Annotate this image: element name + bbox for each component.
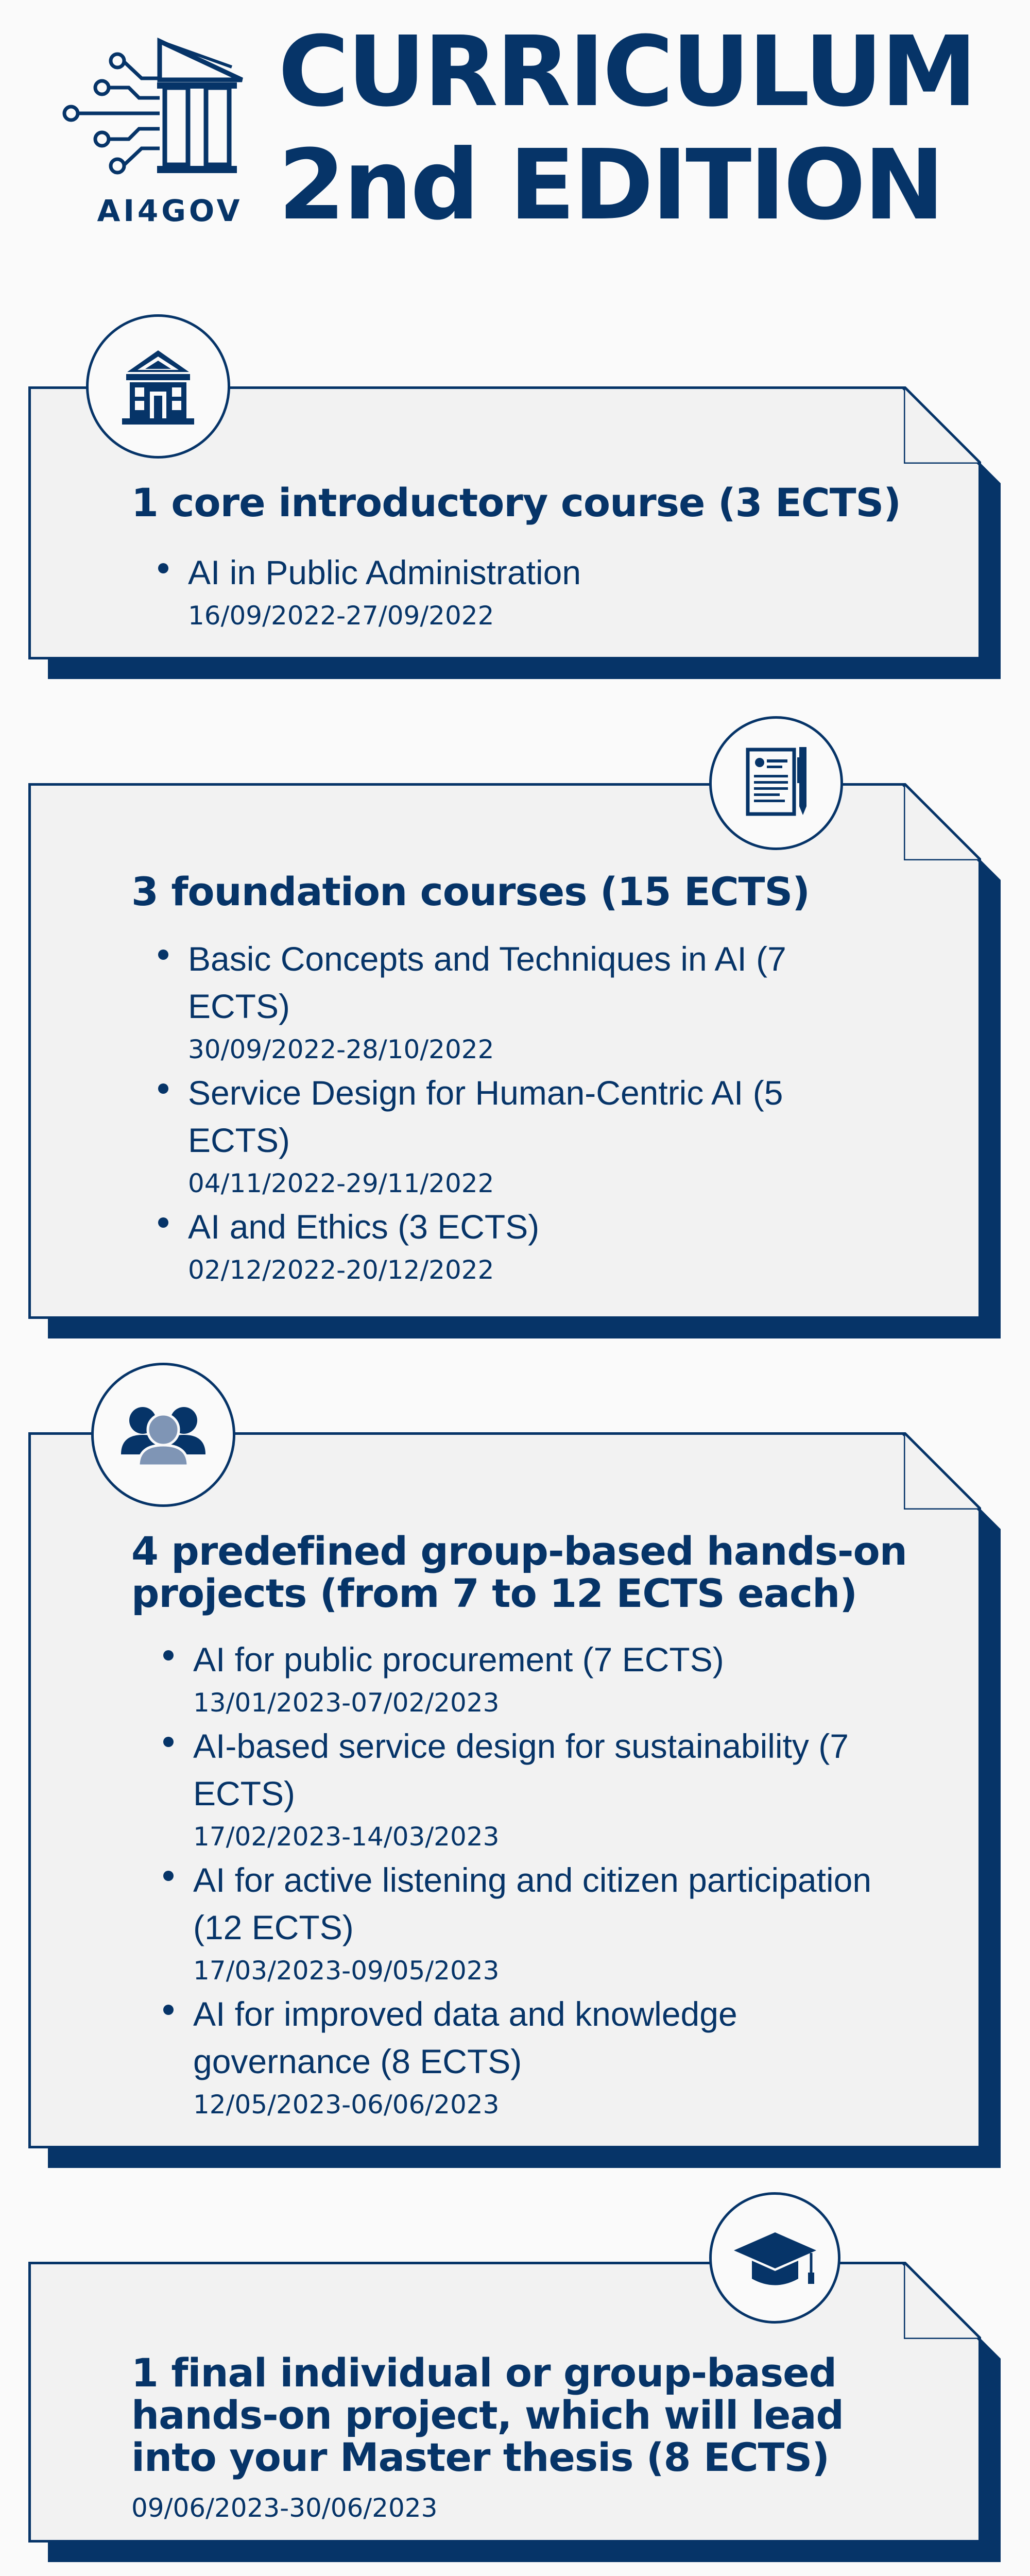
list-item: AI for improved data and knowledge gover…	[136, 1990, 909, 2124]
project-dates: 12/05/2023-06/06/2023	[193, 2090, 500, 2120]
title-line-1: CURRICULUM	[278, 15, 977, 128]
project-title: AI for improved data and knowledge gover…	[193, 1995, 737, 2080]
course-title: Basic Concepts and Techniques in AI (7 E…	[188, 940, 786, 1025]
course-dates: 04/11/2022-29/11/2022	[188, 1168, 494, 1198]
section-heading: 1 core introductory course (3 ECTS)	[131, 480, 901, 526]
list-item: AI in Public Administration 16/09/2022-2…	[131, 549, 930, 635]
project-dates: 13/01/2023-07/02/2023	[193, 1688, 500, 1718]
logo-text: AI4GOV	[97, 193, 243, 228]
ai4gov-logo: AI4GOV	[52, 31, 258, 237]
course-list: AI in Public Administration 16/09/2022-2…	[131, 549, 930, 635]
course-dates: 30/09/2022-28/10/2022	[188, 1035, 494, 1064]
header: AI4GOV CURRICULUM 2nd EDITION	[0, 0, 1030, 242]
list-item: AI and Ethics (3 ECTS) 02/12/2022-20/12/…	[131, 1203, 878, 1290]
section-heading: 4 predefined group-based hands-on projec…	[131, 1528, 907, 1616]
group-people-icon	[91, 1363, 235, 1507]
project-list: AI for public procurement (7 ECTS) 13/01…	[136, 1636, 909, 2124]
list-item: AI for active listening and citizen part…	[136, 1856, 909, 1990]
project-title: AI for public procurement (7 ECTS)	[193, 1640, 724, 1679]
project-dates: 17/02/2023-14/03/2023	[193, 1822, 500, 1852]
section-heading: 1 final individual or group-based hands-…	[131, 2350, 844, 2480]
section-foundation-courses: 3 foundation courses (15 ECTS) Basic Con…	[28, 783, 981, 1319]
course-title: AI and Ethics (3 ECTS)	[188, 1208, 540, 1246]
course-list: Basic Concepts and Techniques in AI (7 E…	[131, 935, 878, 1290]
list-item: Basic Concepts and Techniques in AI (7 E…	[131, 935, 878, 1069]
final-project-dates: 09/06/2023-30/06/2023	[131, 2493, 438, 2523]
section-heading: 3 foundation courses (15 ECTS)	[131, 869, 810, 914]
logo-emblem-icon	[62, 37, 243, 175]
course-title: AI in Public Administration	[188, 553, 581, 591]
graduation-cap-icon	[709, 2192, 840, 2324]
section-group-projects: 4 predefined group-based hands-on projec…	[28, 1432, 981, 2148]
list-item: Service Design for Human-Centric AI (5 E…	[131, 1069, 878, 1203]
list-item: AI for public procurement (7 ECTS) 13/01…	[136, 1636, 909, 1722]
course-title: Service Design for Human-Centric AI (5 E…	[188, 1074, 783, 1159]
project-title: AI for active listening and citizen part…	[193, 1861, 872, 1946]
government-building-icon	[86, 314, 230, 459]
title-line-2: 2nd EDITION	[278, 129, 945, 242]
project-title: AI-based service design for sustainabili…	[193, 1727, 849, 1812]
section-core-course: 1 core introductory course (3 ECTS) AI i…	[28, 386, 981, 659]
section-final-project: 1 final individual or group-based hands-…	[28, 2262, 981, 2543]
project-dates: 17/03/2023-09/05/2023	[193, 1956, 500, 1986]
course-dates: 02/12/2022-20/12/2022	[188, 1255, 494, 1285]
course-dates: 16/09/2022-27/09/2022	[188, 601, 494, 631]
list-item: AI-based service design for sustainabili…	[136, 1722, 909, 1856]
page-title: CURRICULUM 2nd EDITION	[278, 15, 1020, 242]
document-pen-icon	[709, 716, 843, 850]
